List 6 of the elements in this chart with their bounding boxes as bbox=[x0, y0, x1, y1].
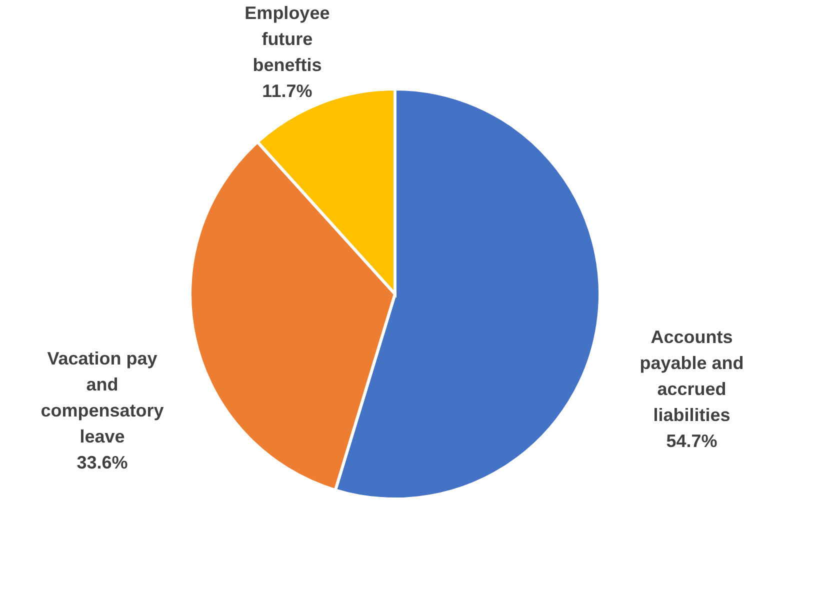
slice-label: Accounts payable and accrued liabilities bbox=[640, 327, 744, 426]
slice-label: Vacation pay and compensatory leave bbox=[40, 348, 164, 446]
data-label: 33.6% bbox=[76, 452, 128, 472]
slice-label: Employee future beneftis bbox=[244, 3, 330, 76]
data-label: 54.7% bbox=[666, 431, 718, 452]
data-label: 11.7% bbox=[262, 81, 312, 102]
